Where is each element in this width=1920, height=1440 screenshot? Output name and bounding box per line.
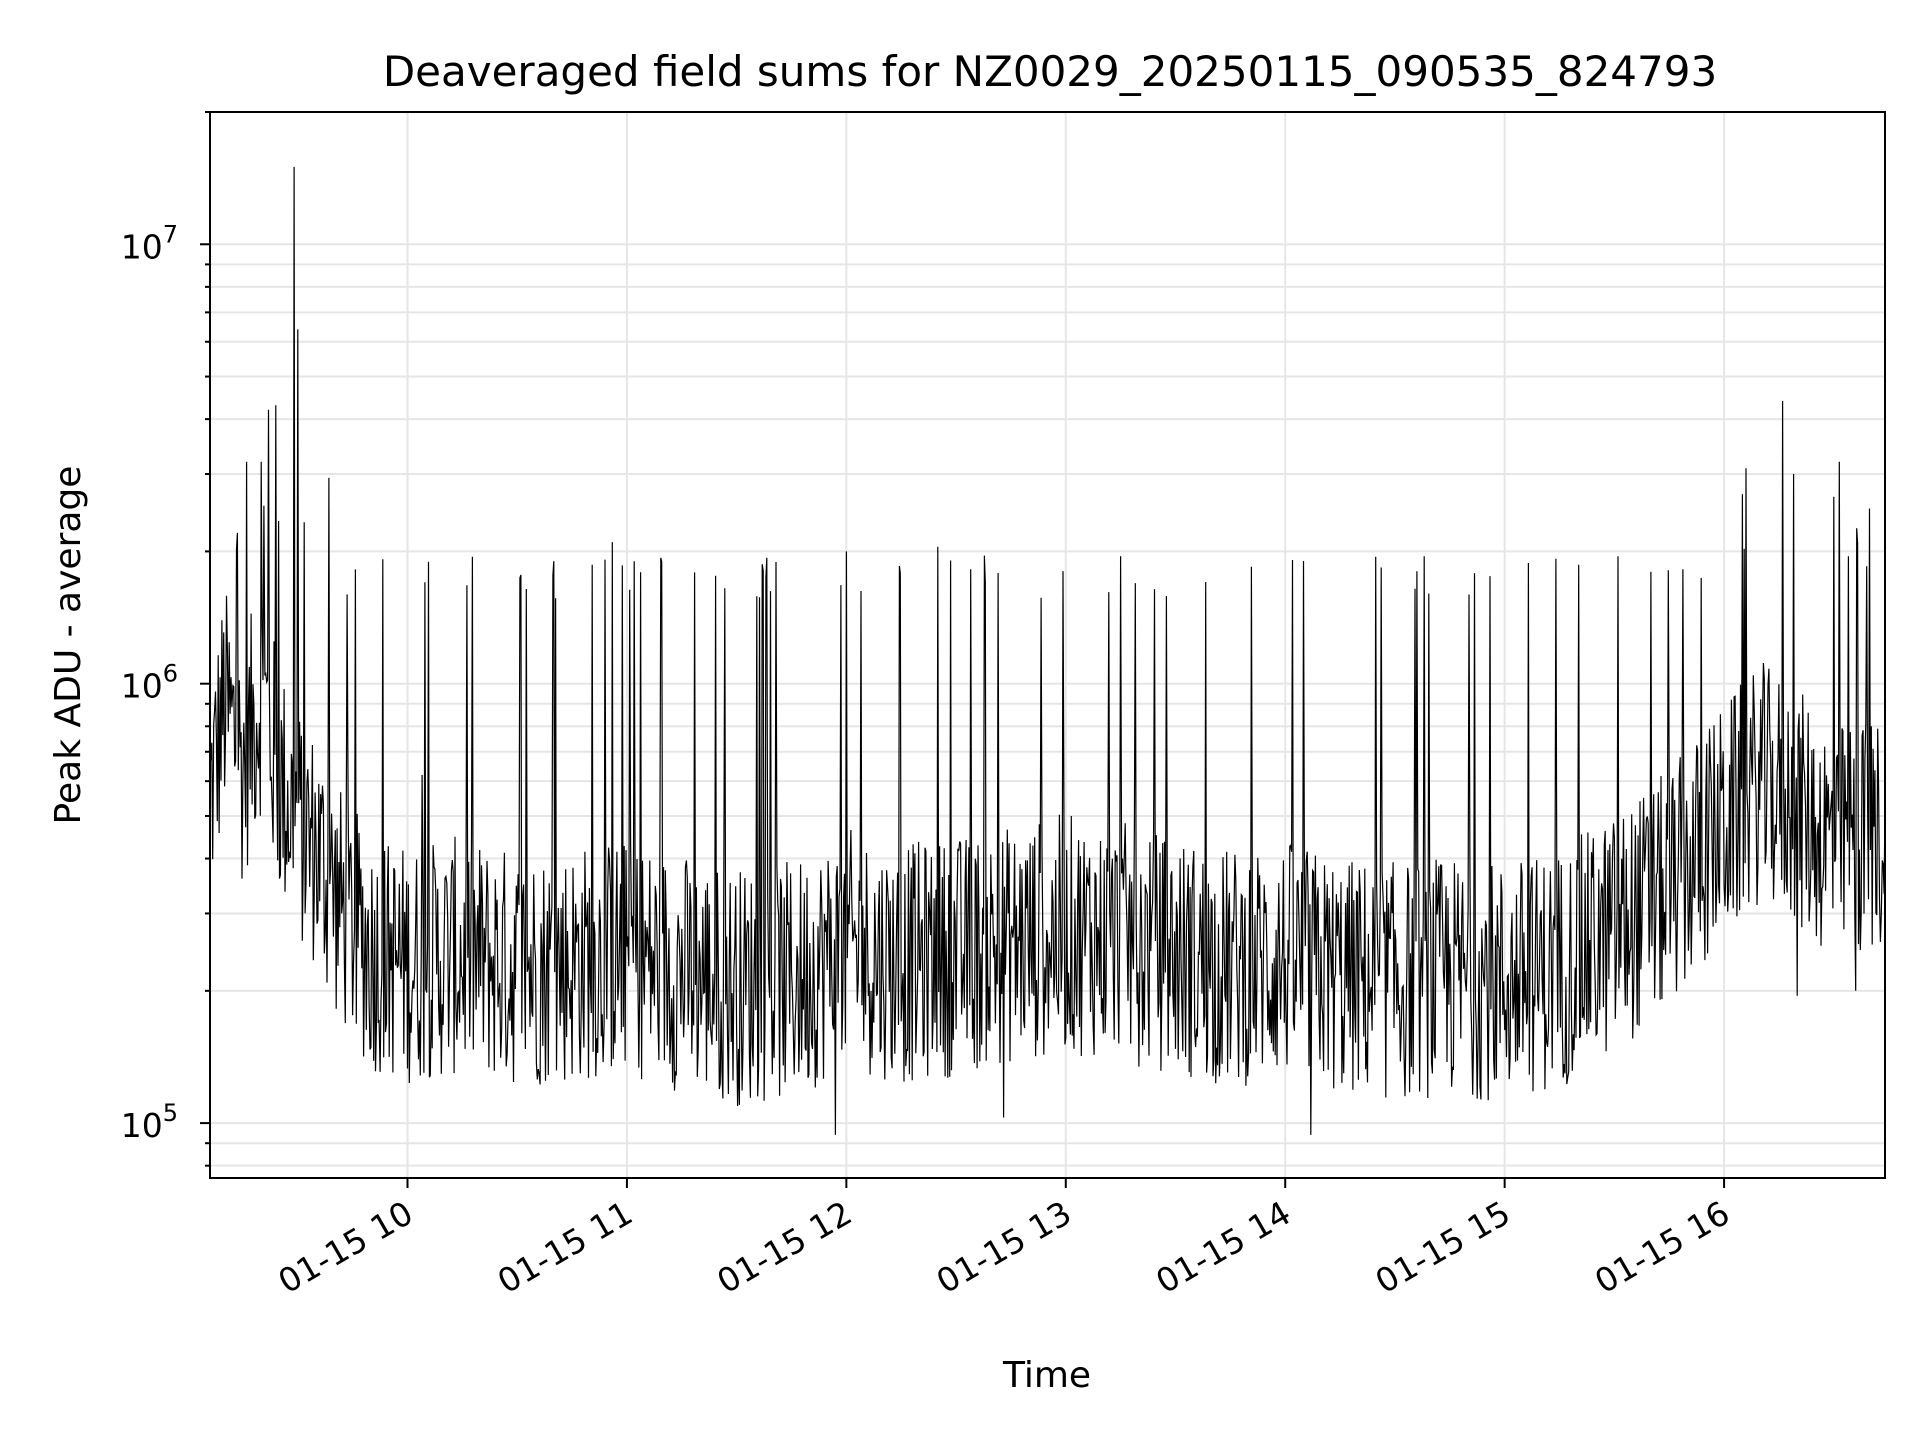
x-tick-label: 01-15 11 [491,1193,639,1301]
grid [210,111,1885,1178]
y-tick-exponent: 5 [163,1099,178,1127]
y-tick-exponent: 6 [163,660,178,688]
x-tick-label: 01-15 12 [710,1193,858,1301]
y-tick-exponent: 7 [163,220,178,248]
x-tick-label: 01-15 16 [1588,1193,1736,1301]
y-tick-base: 10 [121,227,163,266]
series-layer [210,166,1885,1135]
y-tick-label: 105 [121,1099,178,1145]
plot-frame [209,111,1886,1179]
y-tick-base: 10 [121,1106,163,1145]
chart-title: Deaveraged field sums for NZ0029_2025011… [383,47,1717,96]
y-tick-label: 107 [121,220,178,266]
x-tick-label: 01-15 15 [1369,1193,1517,1301]
y-tick-label: 106 [121,660,178,706]
x-tick-label: 01-15 10 [271,1193,419,1301]
y-tick-base: 10 [121,667,163,706]
x-axis-label: Time [1002,1355,1091,1396]
y-axis-label: Peak ADU - average [48,466,89,825]
x-axis: 01-15 10 01-15 11 01-15 12 01-15 13 01-15 14… [271,1178,1736,1301]
x-tick-label: 01-15 14 [1149,1193,1297,1301]
x-tick-label: 01-15 13 [930,1193,1078,1301]
series-line [210,166,1885,1135]
